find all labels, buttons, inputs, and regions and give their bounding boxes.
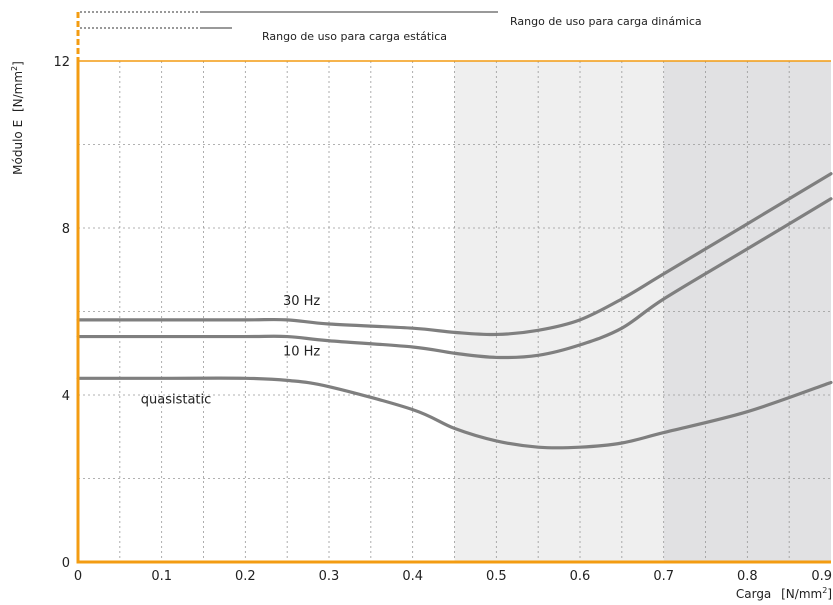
static-range-label: Rango de uso para carga estática bbox=[262, 30, 447, 43]
series-line-30-hz bbox=[76, 172, 833, 337]
axes bbox=[76, 12, 831, 564]
series-lines bbox=[76, 172, 833, 450]
y-axis-title: Módulo E [N/mm2] bbox=[10, 61, 25, 175]
x-tick-label: 0.5 bbox=[486, 569, 507, 584]
x-axis-label: Carga bbox=[736, 587, 771, 601]
y-tick-label: 12 bbox=[53, 55, 70, 70]
x-tick-label: 0 bbox=[74, 569, 82, 584]
x-axis-unit-end: ] bbox=[827, 587, 832, 601]
series-label-10-hz: 10 Hz bbox=[283, 344, 320, 359]
dynamic-range-label: Rango de uso para carga dinámica bbox=[510, 15, 702, 28]
y-tick-label: 8 bbox=[62, 222, 70, 237]
x-tick-label: 0.8 bbox=[737, 569, 758, 584]
series-labels: 30 Hz 10 Hz quasistatic bbox=[141, 294, 321, 407]
x-axis-unit-sup: 2 bbox=[822, 586, 827, 595]
series-line-10-hz bbox=[76, 197, 833, 360]
x-tick-label: 0.4 bbox=[402, 569, 423, 584]
series-label-30-hz: 30 Hz bbox=[283, 294, 320, 309]
series-line-quasistatic bbox=[76, 376, 833, 450]
x-tick-label: 0.9 bbox=[811, 569, 832, 584]
x-tick-label: 0.7 bbox=[653, 569, 674, 584]
y-tick-label: 0 bbox=[62, 556, 70, 571]
region-0 bbox=[78, 61, 455, 562]
y-axis-unit: [N/mm bbox=[11, 71, 25, 112]
series-label-quasistatic: quasistatic bbox=[141, 392, 212, 407]
y-axis-unit-sup: 2 bbox=[10, 66, 19, 71]
x-tick-label: 0.2 bbox=[235, 569, 256, 584]
y-axis-unit-end: ] bbox=[11, 61, 25, 66]
y-tick-label: 4 bbox=[62, 389, 70, 404]
range-markers: Rango de uso para carga estática Rango d… bbox=[78, 11, 702, 43]
x-tick-label: 0.3 bbox=[319, 569, 340, 584]
x-axis-unit: [N/mm bbox=[781, 587, 822, 601]
x-tick-label: 0.6 bbox=[570, 569, 591, 584]
y-axis-label: Módulo E bbox=[11, 120, 25, 175]
x-tick-label: 0.1 bbox=[151, 569, 172, 584]
x-axis-title: Carga [N/mm2] bbox=[736, 586, 832, 601]
tick-labels: 0 0.1 0.2 0.3 0.4 0.5 0.6 0.7 0.8 0.9 0 4 8 12 bbox=[53, 55, 832, 584]
